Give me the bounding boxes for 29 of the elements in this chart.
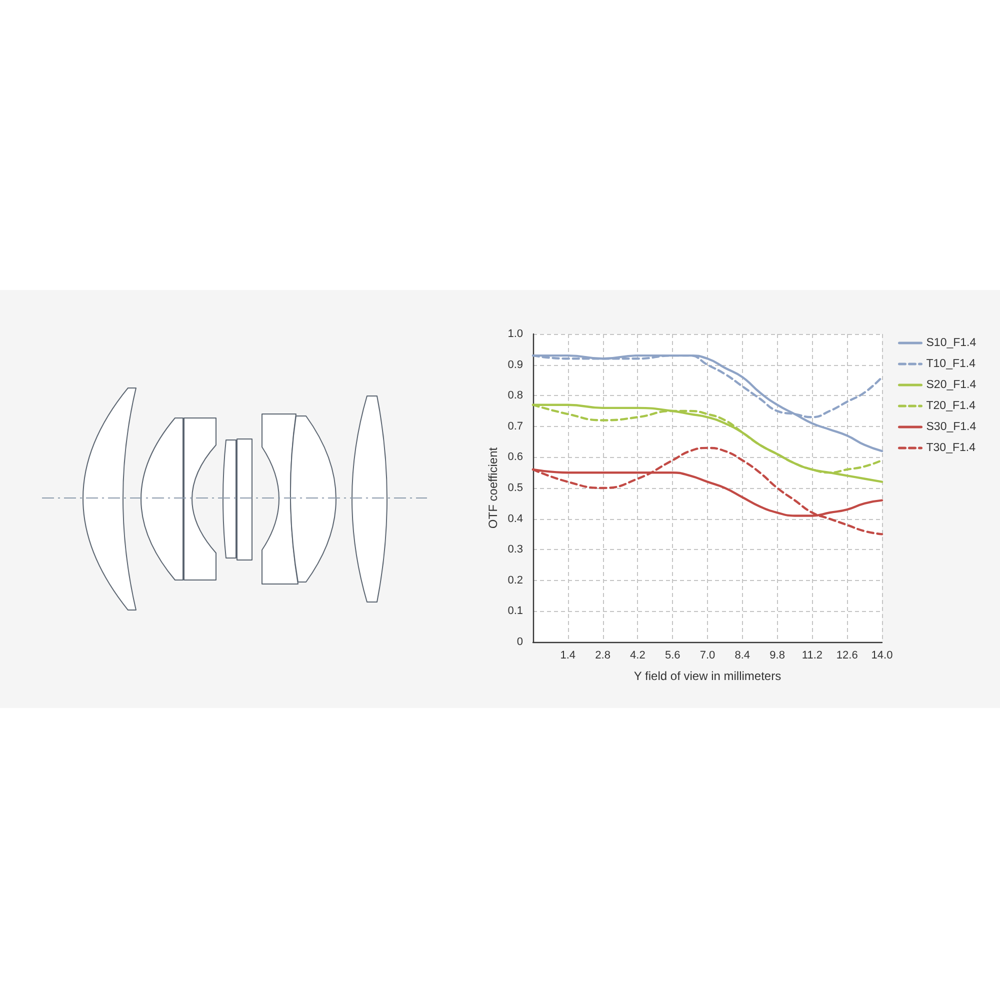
y-tick-label: 0: [516, 636, 523, 648]
x-tick-label: 4.2: [630, 650, 646, 662]
y-tick-label: 0.1: [508, 605, 523, 618]
x-tick-label: 5.6: [664, 650, 680, 662]
y-tick-label: 0.9: [508, 358, 523, 371]
y-tick-label: 0.8: [508, 390, 523, 402]
x-tick-label: 1.4: [560, 650, 576, 662]
x-tick-label: 11.2: [802, 650, 822, 662]
x-tick-label: 8.4: [734, 650, 750, 662]
y-axis-title: OTF coefficient: [486, 446, 500, 529]
x-tick-label: 9.8: [770, 650, 785, 662]
legend-label: S10_F1.4: [926, 337, 977, 349]
x-tick-label: 7.0: [700, 650, 716, 662]
x-tick-label: 14.0: [871, 650, 893, 662]
legend-label: T20_F1.4: [926, 400, 976, 412]
y-tick-label: 0.5: [508, 482, 523, 494]
legend-label: T30_F1.4: [926, 442, 976, 454]
legend-label: T10_F1.4: [926, 358, 976, 370]
y-tick-label: 1.0: [508, 328, 523, 340]
x-tick-label: 2.8: [595, 650, 610, 662]
y-tick-label: 0.4: [508, 512, 523, 525]
y-tick-label: 0.7: [508, 420, 523, 432]
y-tick-label: 0.2: [508, 574, 523, 586]
x-axis-title: Y field of view in millimeters: [634, 669, 782, 683]
legend-label: S30_F1.4: [926, 421, 977, 433]
legend-label: S20_F1.4: [926, 379, 977, 391]
y-tick-label: 0.6: [508, 451, 523, 464]
y-tick-label: 0.3: [508, 544, 523, 556]
x-tick-label: 12.6: [836, 650, 858, 662]
